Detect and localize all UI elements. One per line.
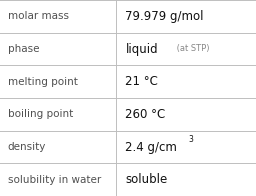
Text: density: density [8,142,46,152]
Text: 3: 3 [188,135,193,144]
Text: soluble: soluble [125,173,168,186]
Text: 2.4 g/cm: 2.4 g/cm [125,141,177,153]
Text: 21 °C: 21 °C [125,75,158,88]
Text: 260 °C: 260 °C [125,108,166,121]
Text: molar mass: molar mass [8,11,69,21]
Text: phase: phase [8,44,39,54]
Text: solubility in water: solubility in water [8,175,101,185]
Text: boiling point: boiling point [8,109,73,119]
Text: liquid: liquid [125,43,158,55]
Text: 79.979 g/mol: 79.979 g/mol [125,10,204,23]
Text: (at STP): (at STP) [174,44,210,54]
Text: melting point: melting point [8,77,78,87]
